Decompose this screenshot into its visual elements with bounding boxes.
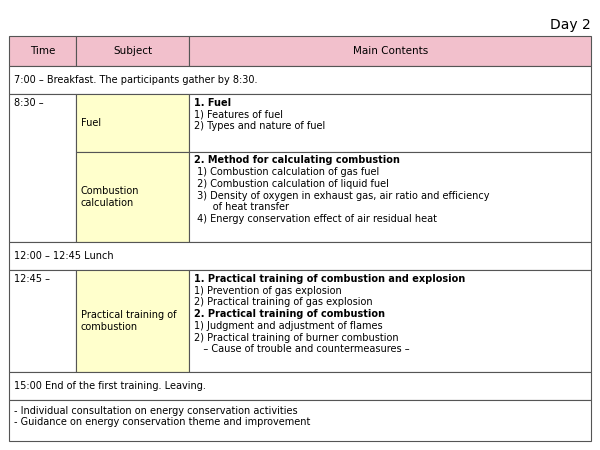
Bar	[190, 94, 591, 152]
Bar	[190, 36, 591, 66]
Text: 4) Energy conservation effect of air residual heat: 4) Energy conservation effect of air res…	[194, 214, 437, 224]
Text: 2. Practical training of combustion: 2. Practical training of combustion	[194, 309, 385, 319]
Text: 2) Types and nature of fuel: 2) Types and nature of fuel	[194, 122, 325, 131]
Text: Fuel: Fuel	[81, 118, 101, 128]
Text: - Individual consultation on energy conservation activities
- Guidance on energy: - Individual consultation on energy cons…	[14, 406, 310, 428]
Text: of heat transfer: of heat transfer	[194, 202, 289, 212]
Bar	[190, 270, 591, 372]
Text: 12:45 –: 12:45 –	[14, 274, 50, 284]
Text: 2) Combustion calculation of liquid fuel: 2) Combustion calculation of liquid fuel	[194, 179, 389, 189]
Bar	[9, 36, 76, 66]
Text: – Cause of trouble and countermeasures –: – Cause of trouble and countermeasures –	[194, 344, 410, 354]
Bar	[9, 270, 76, 372]
Bar	[9, 66, 591, 94]
Bar	[190, 152, 591, 242]
Text: Day 2: Day 2	[550, 18, 591, 32]
Text: Main Contents: Main Contents	[353, 46, 428, 56]
Text: Time: Time	[30, 46, 55, 56]
Bar	[9, 400, 591, 441]
Text: 2) Practical training of gas explosion: 2) Practical training of gas explosion	[194, 297, 373, 307]
Text: 15:00 End of the first training. Leaving.: 15:00 End of the first training. Leaving…	[14, 381, 206, 391]
Text: 1) Prevention of gas explosion: 1) Prevention of gas explosion	[194, 286, 342, 296]
Bar	[9, 242, 591, 270]
Bar	[9, 94, 76, 242]
Text: 2) Practical training of burner combustion: 2) Practical training of burner combusti…	[194, 333, 399, 342]
Bar	[76, 270, 190, 372]
Bar	[9, 372, 591, 400]
Text: 12:00 – 12:45 Lunch: 12:00 – 12:45 Lunch	[14, 251, 113, 261]
Text: 7:00 – Breakfast. The participants gather by 8:30.: 7:00 – Breakfast. The participants gathe…	[14, 75, 257, 85]
Text: 1) Combustion calculation of gas fuel: 1) Combustion calculation of gas fuel	[194, 167, 379, 177]
Text: Subject: Subject	[113, 46, 152, 56]
Text: Combustion
calculation: Combustion calculation	[81, 186, 139, 208]
Text: Practical training of
combustion: Practical training of combustion	[81, 310, 176, 332]
Text: 2. Method for calculating combustion: 2. Method for calculating combustion	[194, 155, 400, 166]
Text: 8:30 –: 8:30 –	[14, 98, 43, 108]
Bar	[76, 152, 190, 242]
Text: 1. Practical training of combustion and explosion: 1. Practical training of combustion and …	[194, 274, 466, 284]
Text: 3) Density of oxygen in exhaust gas, air ratio and efficiency: 3) Density of oxygen in exhaust gas, air…	[194, 190, 490, 201]
Text: 1. Fuel: 1. Fuel	[194, 98, 232, 108]
Text: 1) Judgment and adjustment of flames: 1) Judgment and adjustment of flames	[194, 321, 383, 331]
Bar	[76, 36, 190, 66]
Text: 1) Features of fuel: 1) Features of fuel	[194, 110, 283, 120]
Bar	[76, 94, 190, 152]
